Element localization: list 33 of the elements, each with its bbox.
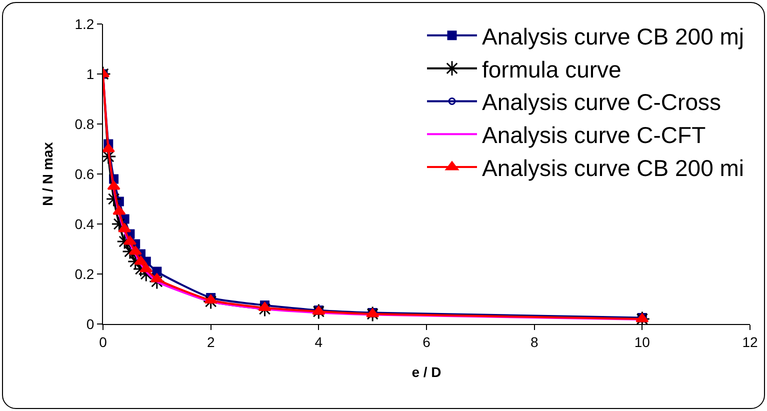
point <box>150 273 164 282</box>
point <box>118 223 132 232</box>
point <box>134 256 148 265</box>
y-tick-label: 1.2 <box>74 16 94 32</box>
legend-label: Analysis curve CB 200 mj <box>482 23 744 50</box>
x-tick-label: 2 <box>206 334 215 350</box>
x-tick-label: 12 <box>742 334 758 350</box>
x-tick-label: 0 <box>99 334 108 350</box>
point <box>140 263 153 272</box>
y-tick-label: 0.2 <box>74 266 94 282</box>
y-tick-label: 0.6 <box>74 166 94 182</box>
legend-label: formula curve <box>482 56 622 82</box>
point <box>111 216 128 232</box>
point <box>106 191 122 207</box>
y-tick-label: 0 <box>86 316 94 332</box>
legend-label: Analysis curve C-CFT <box>482 122 706 148</box>
x-axis-title: e / D <box>412 364 442 380</box>
point <box>103 143 115 152</box>
x-tick-label: 10 <box>634 334 650 350</box>
x-tick-label: 8 <box>530 334 538 350</box>
y-tick-label: 1 <box>86 66 94 82</box>
x-tick-label: 4 <box>314 334 323 350</box>
point <box>112 206 126 215</box>
y-axis-title: N / N max <box>39 142 56 206</box>
point <box>123 236 136 245</box>
y-tick-label: 0.8 <box>74 116 94 132</box>
point <box>202 294 219 310</box>
legend-label: Analysis curve C-Cross <box>482 89 721 116</box>
x-tick-label: 6 <box>422 334 431 350</box>
legend-label: Analysis curve CB 200 mi <box>482 154 744 181</box>
y-tick-label: 0.4 <box>74 216 94 232</box>
point <box>107 180 120 190</box>
point <box>128 246 142 255</box>
